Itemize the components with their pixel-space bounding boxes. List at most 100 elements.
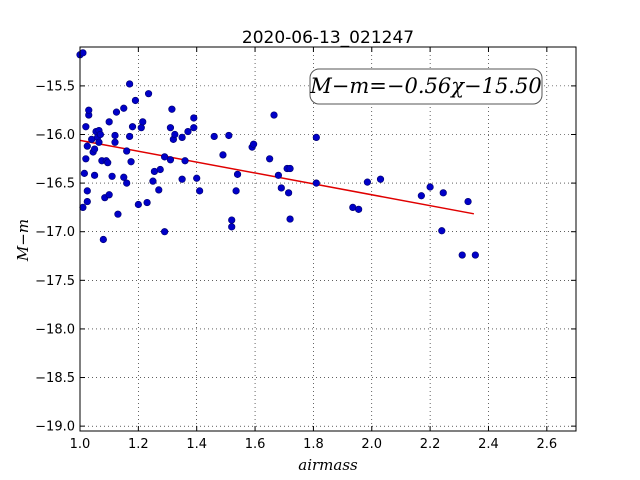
data-point	[156, 165, 164, 174]
data-point	[439, 189, 447, 197]
data-point	[210, 132, 218, 141]
grid	[79, 47, 576, 431]
data-point	[79, 49, 87, 57]
data-point	[178, 175, 186, 183]
data-point	[178, 133, 186, 142]
data-point	[123, 179, 131, 187]
data-point	[417, 192, 425, 200]
data-point	[458, 251, 466, 259]
data-point	[190, 124, 198, 132]
chart-title: 2020-06-13_021247	[242, 28, 414, 48]
data-point	[228, 216, 236, 224]
data-point	[196, 187, 204, 195]
data-point	[82, 123, 90, 131]
data-point	[426, 183, 434, 191]
data-point	[266, 155, 274, 163]
data-point	[79, 203, 87, 212]
data-point	[376, 175, 385, 183]
data-point	[286, 215, 294, 223]
data-point	[149, 177, 157, 185]
data-point	[181, 157, 189, 165]
y-tick-label: −18.0	[35, 322, 75, 337]
data-point	[120, 104, 128, 112]
x-axis-label: airmass	[298, 456, 358, 474]
data-point	[471, 251, 479, 259]
data-point	[131, 96, 140, 105]
data-point	[270, 111, 278, 119]
annotation-text: M−m=−0.56χ−15.50	[309, 74, 541, 98]
data-point	[277, 184, 285, 192]
data-point	[128, 123, 137, 131]
x-tick-label: 1.2	[128, 437, 149, 452]
data-point	[250, 140, 258, 148]
y-ticks: −15.5 −16.0 −16.5 −17.0 −17.5 −18.0 −18.5 −19.0	[35, 79, 576, 435]
x-tick-label: 1.6	[245, 437, 266, 452]
data-point	[166, 156, 175, 164]
plot-frame	[79, 46, 577, 432]
y-axis-label: M−m	[14, 219, 32, 262]
data-point	[95, 138, 103, 146]
y-tick-label: −17.0	[35, 225, 75, 240]
data-point	[90, 171, 99, 179]
data-point	[190, 114, 198, 122]
x-ticks: 1.0 1.2 1.4 1.6 1.8 2.0 2.2 2.4 2.6	[70, 47, 557, 452]
data-point	[285, 189, 293, 197]
data-point	[139, 118, 147, 126]
data-point	[111, 131, 119, 140]
data-point	[464, 197, 472, 206]
data-point	[137, 124, 145, 132]
x-tick-label: 2.2	[420, 437, 441, 452]
data-point	[123, 147, 131, 155]
data-point	[144, 90, 153, 98]
x-tick-label: 1.8	[303, 437, 324, 452]
data-point	[105, 118, 113, 126]
data-point	[82, 155, 90, 163]
data-point	[105, 191, 113, 199]
data-point	[171, 130, 179, 139]
x-tick-label: 1.4	[186, 437, 207, 452]
data-point	[232, 187, 240, 195]
annotation-box	[309, 68, 543, 105]
data-point	[126, 132, 134, 141]
data-point	[134, 200, 142, 209]
y-tick-label: −15.5	[35, 79, 75, 94]
data-point	[127, 158, 135, 166]
data-point	[228, 223, 236, 231]
data-point	[312, 179, 320, 187]
y-tick-label: −18.5	[35, 371, 75, 386]
fit-annotation: M−m=−0.56χ−15.50	[309, 68, 543, 105]
data-point	[96, 130, 105, 139]
data-point	[111, 138, 119, 146]
data-point	[168, 105, 176, 113]
data-point	[274, 171, 283, 179]
x-tick-label: 2.4	[478, 437, 499, 452]
x-tick-label: 1.0	[70, 437, 91, 452]
data-point	[126, 80, 134, 88]
data-point	[104, 159, 112, 167]
points-layer	[76, 49, 479, 259]
data-point	[233, 170, 242, 178]
data-point	[355, 205, 363, 213]
data-point	[90, 145, 99, 153]
data-point	[143, 198, 151, 207]
data-point	[114, 210, 122, 218]
y-tick-label: −16.5	[35, 177, 75, 192]
x-tick-label: 2.0	[361, 437, 382, 452]
data-point	[83, 197, 91, 206]
data-point	[193, 174, 201, 182]
data-point	[438, 227, 446, 235]
data-point	[83, 187, 91, 195]
x-tick-label: 2.6	[536, 437, 557, 452]
y-tick-label: −16.0	[35, 128, 75, 143]
data-point	[161, 228, 169, 236]
data-point	[184, 127, 192, 136]
y-tick-label: −17.5	[35, 274, 75, 289]
data-point	[120, 173, 128, 181]
data-point	[83, 142, 91, 150]
data-point	[363, 178, 371, 186]
data-point	[312, 133, 320, 142]
data-point	[85, 106, 93, 114]
data-point	[286, 164, 294, 173]
data-point	[161, 153, 169, 161]
